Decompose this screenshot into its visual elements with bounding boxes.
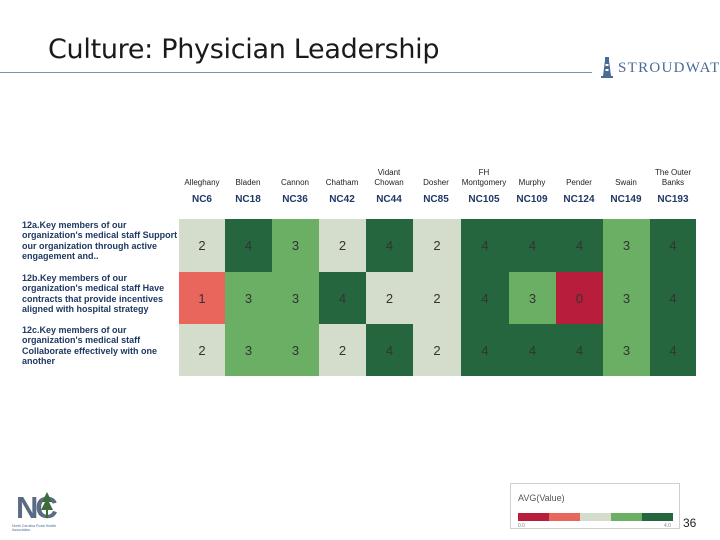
heatmap-cell: 2 [413,219,461,272]
county-name: The Outer Banks [654,168,691,187]
stroudwater-logo: STROUDWATER [598,56,720,80]
heatmap-cell: 4 [366,324,413,376]
heatmap-cell: 4 [556,324,603,376]
county-code: NC109 [516,194,548,205]
heatmap-cell: 4 [461,324,509,376]
county-code: NC193 [657,194,689,205]
county-code: NC85 [423,194,449,205]
legend-panel [510,483,680,529]
heatmap-cell: 3 [225,272,272,324]
county-code: NC42 [329,194,355,205]
slide-title: Culture: Physician Leadership [48,34,440,65]
heatmap-cell: 3 [509,272,556,324]
county-name: Swain [615,178,637,187]
row-label: 12b.Key members of our organization's me… [22,273,165,314]
heatmap-cell: 3 [603,324,650,376]
heatmap-cell: 4 [509,219,556,272]
heatmap-cell: 4 [556,219,603,272]
heatmap-cell: 4 [509,324,556,376]
heatmap-cell: 1 [179,272,225,324]
county-code: NC44 [376,194,402,205]
heatmap-cell: 4 [319,272,366,324]
county-name: Chatham [325,178,359,187]
heatmap-cell: 2 [319,219,366,272]
heatmap-cell: 3 [225,324,272,376]
heatmap-cell: 2 [179,219,225,272]
row-label: 12c.Key members of our organization's me… [22,325,158,366]
county-code: NC105 [468,194,500,205]
heatmap-cell: 4 [650,272,696,324]
legend-swatch [611,513,642,521]
county-name: Vidant Chowan [374,168,404,187]
legend-min: 0.0 [518,523,525,529]
county-name: FH Montgomery [461,168,507,187]
county-code: NC36 [282,194,308,205]
page-number: 36 [683,516,697,530]
legend-max: 4.0 [664,523,671,529]
legend-swatch [549,513,580,521]
county-name: Murphy [518,178,546,187]
heatmap-cell: 3 [272,324,319,376]
heatmap-cell: 0 [556,272,603,324]
county-name: Pender [566,178,592,187]
legend-swatch [580,513,611,521]
legend-title: AVG(Value) [518,493,565,503]
heatmap-cell: 2 [319,324,366,376]
legend-swatch [518,513,549,521]
heatmap-cell: 4 [225,219,272,272]
county-name: Dosher [423,178,449,187]
heatmap-cell: 2 [179,324,225,376]
pine-tree-icon [41,492,53,518]
heatmap-cell: 4 [650,219,696,272]
heatmap-cell: 3 [272,219,319,272]
county-code: NC124 [563,194,595,205]
heatmap-cell: 4 [366,219,413,272]
heatmap-cell: 4 [461,219,509,272]
heatmap-cell: 3 [603,219,650,272]
heatmap-cell: 3 [603,272,650,324]
heatmap-cell: 2 [413,272,461,324]
legend-swatch [642,513,673,521]
lighthouse-icon [601,57,613,78]
county-code: NC18 [235,194,261,205]
logo-caption: North Carolina Rural Health Association [12,524,57,533]
county-code: NC6 [191,194,212,205]
heatmap-cell: 2 [366,272,413,324]
heatmap-cell: 3 [272,272,319,324]
county-name: Alleghany [184,178,220,187]
county-name: Bladen [235,178,261,187]
heatmap-cell: 4 [461,272,509,324]
title-divider [0,72,592,73]
heatmap-cell: 2 [413,324,461,376]
heatmap-cell: 4 [650,324,696,376]
brand-name: STROUDWATER [618,60,720,76]
nc-rural-health-logo: NC North Carolina Rural Health Associati… [12,490,72,538]
county-code: NC149 [610,194,642,205]
county-name: Cannon [280,178,310,187]
row-label: 12a.Key members of our organization's me… [22,220,178,261]
